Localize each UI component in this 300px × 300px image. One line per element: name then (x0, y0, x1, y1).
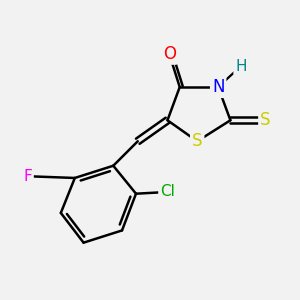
Text: Cl: Cl (160, 184, 175, 200)
Text: O: O (163, 45, 176, 63)
Text: F: F (23, 169, 32, 184)
Text: S: S (260, 111, 271, 129)
Text: H: H (235, 58, 247, 74)
Text: S: S (192, 132, 202, 150)
Text: N: N (212, 78, 224, 96)
